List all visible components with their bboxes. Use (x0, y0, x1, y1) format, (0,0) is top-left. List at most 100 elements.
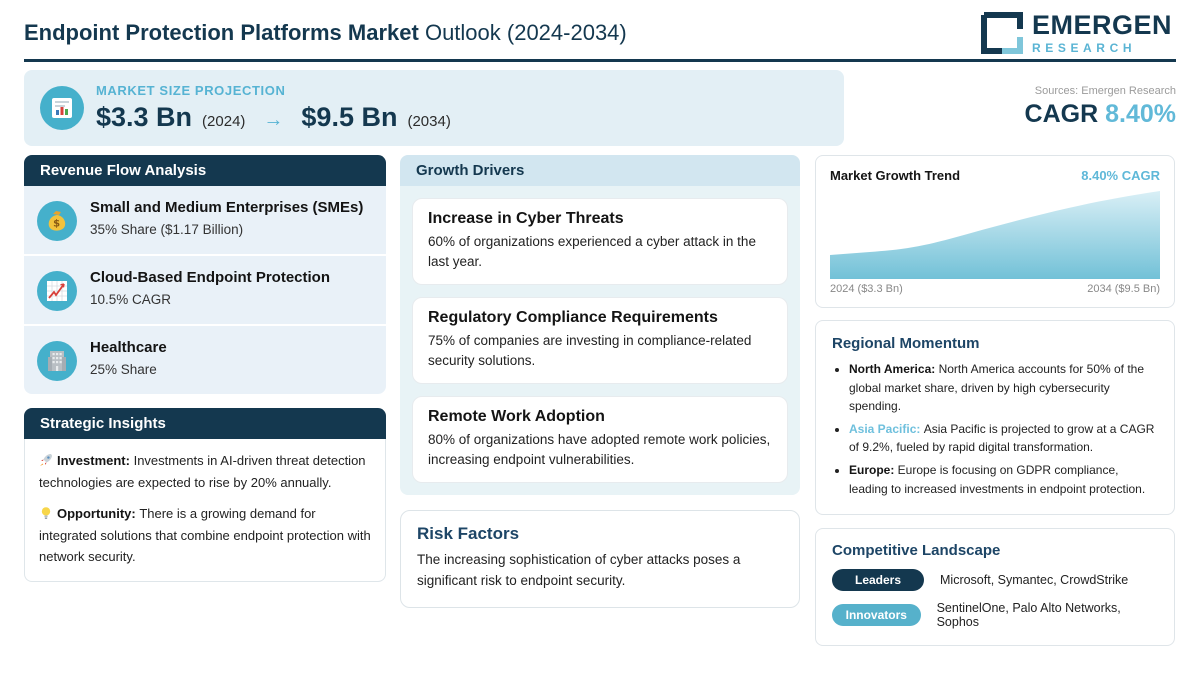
trend-header: Market Growth Trend 8.40% CAGR (830, 168, 1160, 183)
page-title-main: Endpoint Protection Platforms Market (24, 20, 419, 45)
banner-values: $3.3 Bn (2024) → $9.5 Bn (2034) (96, 102, 451, 133)
logo-line2: RESEARCH (1031, 41, 1137, 55)
regional-momentum-title: Regional Momentum (832, 335, 980, 352)
market-size-banner: MARKET SIZE PROJECTION $3.3 Bn (2024) → … (24, 70, 844, 146)
money-bag-glyph: $ (48, 211, 66, 231)
growth-card-remote-work: Remote Work Adoption 80% of organization… (412, 396, 788, 484)
strategic-insights-header: Strategic Insights (24, 408, 386, 439)
left-column: Revenue Flow Analysis $ Small and Medium… (24, 155, 386, 582)
line-chart-glyph (47, 281, 67, 301)
revenue-flow-panel: Revenue Flow Analysis $ Small and Medium… (24, 155, 386, 394)
growth-card-title: Regulatory Compliance Requirements (428, 309, 718, 327)
revenue-flow-header: Revenue Flow Analysis (24, 155, 386, 186)
growth-card-cyber-threats: Increase in Cyber Threats 60% of organiz… (412, 198, 788, 286)
insight-text: Investments in AI-driven threat detectio… (39, 453, 366, 491)
insight-label: Investment: (57, 453, 134, 468)
revenue-item-title: Cloud-Based Endpoint Protection (90, 269, 330, 286)
region-text: Europe is focusing on GDPR compliance, l… (849, 462, 1146, 496)
bar-chart-icon-glyph (52, 98, 72, 118)
bar-chart-icon (40, 86, 84, 130)
growth-card-title: Increase in Cyber Threats (428, 210, 624, 227)
insight-opportunity: Opportunity: There is a growing demand f… (39, 504, 371, 566)
market-growth-trend-card: Market Growth Trend 8.40% CAGR 2024 ($3.… (815, 155, 1175, 308)
revenue-item-sub: 35% Share ($1.17 Billion) (90, 221, 244, 237)
competitive-row-leaders: Leaders Microsoft, Symantec, CrowdStrike (832, 569, 1158, 592)
sources-note: Sources: Emergen Research (1034, 85, 1176, 97)
innovators-badge: Innovators (832, 604, 921, 627)
revenue-item-text: Small and Medium Enterprises (SMEs) 35% … (90, 199, 363, 237)
emergen-logo-icon (980, 12, 1023, 54)
revenue-item-title: Healthcare (90, 339, 167, 356)
trend-end-label: 2034 ($9.5 Bn) (1087, 283, 1160, 295)
insight-text: There is a growing demand for integrated… (39, 506, 371, 564)
market-size-2024: $3.3 Bn (96, 102, 193, 132)
competitive-landscape-title: Competitive Landscape (832, 542, 1001, 560)
middle-column: Growth Drivers Increase in Cyber Threats… (400, 155, 800, 608)
competitive-landscape-card: Competitive Landscape Leaders Microsoft,… (815, 528, 1175, 647)
banner-label: MARKET SIZE PROJECTION (96, 83, 286, 98)
header-right-block: Sources: Emergen Research CAGR 8.40% (1025, 85, 1176, 129)
right-column: Market Growth Trend 8.40% CAGR 2024 ($3.… (815, 155, 1175, 647)
regional-bullet-list: North America: North America accounts fo… (832, 360, 1158, 498)
regional-momentum-card: Regional Momentum North America: North A… (815, 320, 1175, 516)
insight-investment: Investment: Investments in AI-driven thr… (39, 451, 371, 493)
revenue-item-text: Healthcare 25% Share (90, 339, 167, 377)
risk-factors-title: Risk Factors (417, 524, 520, 544)
risk-factors-card: Risk Factors The increasing sophisticati… (400, 510, 800, 608)
cagr-value: 8.40% (1105, 100, 1176, 128)
risk-factors-text: The increasing sophistication of cyber a… (417, 552, 741, 588)
growth-drivers-body: Increase in Cyber Threats 60% of organiz… (400, 186, 800, 496)
growth-drivers-header: Growth Drivers (400, 155, 800, 186)
building-icon (37, 341, 77, 381)
market-size-2034: $9.5 Bn (301, 102, 398, 132)
revenue-item-text: Cloud-Based Endpoint Protection 10.5% CA… (90, 269, 330, 307)
region-label: Asia Pacific: (849, 421, 924, 436)
growth-card-text: 75% of companies are investing in compli… (428, 333, 752, 368)
leaders-companies: Microsoft, Symantec, CrowdStrike (940, 573, 1129, 588)
strategic-insights-body: Investment: Investments in AI-driven thr… (24, 439, 386, 582)
region-label: North America: (849, 362, 939, 376)
cagr-headline: CAGR 8.40% (1025, 100, 1176, 129)
leaders-badge: Leaders (832, 569, 924, 592)
rocket-icon (39, 453, 53, 473)
revenue-item-sub: 25% Share (90, 361, 157, 377)
regional-bullet-north-america: North America: North America accounts fo… (849, 360, 1158, 416)
competitive-row-innovators: Innovators SentinelOne, Palo Alto Networ… (832, 601, 1158, 629)
page-title: Endpoint Protection Platforms Market Out… (24, 20, 627, 46)
regional-bullet-asia-pacific: Asia Pacific: Asia Pacific is projected … (849, 420, 1158, 457)
regional-bullet-europe: Europe: Europe is focusing on GDPR compl… (849, 461, 1158, 498)
trend-cagr-badge: 8.40% CAGR (1081, 168, 1160, 183)
growth-card-text: 60% of organizations experienced a cyber… (428, 234, 756, 269)
arrow-icon: → (263, 109, 284, 131)
region-text: Asia Pacific is projected to grow at a C… (849, 421, 1155, 455)
building-glyph (48, 351, 66, 371)
page-title-sub: Outlook (2024-2034) (424, 20, 627, 45)
growth-card-compliance: Regulatory Compliance Requirements 75% o… (412, 297, 788, 385)
emergen-logo-text: EMERGEN RESEARCH (1031, 10, 1172, 55)
revenue-item-cloud: Cloud-Based Endpoint Protection 10.5% CA… (24, 256, 386, 326)
trend-start-label: 2024 ($3.3 Bn) (830, 283, 903, 295)
bulb-icon (39, 506, 53, 526)
revenue-flow-body: $ Small and Medium Enterprises (SMEs) 35… (24, 186, 386, 394)
money-bag-icon: $ (37, 201, 77, 241)
year-2024: (2024) (202, 113, 246, 130)
growth-card-title: Remote Work Adoption (428, 408, 605, 426)
emergen-logo: EMERGEN RESEARCH (980, 11, 1172, 55)
region-label: Europe: (849, 462, 898, 477)
logo-line1: EMERGEN (1031, 10, 1172, 40)
region-text: North America accounts for 50% of the gl… (849, 362, 1145, 414)
revenue-item-sub: 10.5% CAGR (90, 291, 172, 307)
svg-text:$: $ (53, 219, 60, 230)
line-chart-icon (37, 271, 77, 311)
trend-axis-labels: 2024 ($3.3 Bn) 2034 ($9.5 Bn) (830, 283, 1160, 295)
area-chart (830, 191, 1160, 279)
banner-body: MARKET SIZE PROJECTION $3.3 Bn (2024) → … (96, 83, 451, 133)
revenue-item-healthcare: Healthcare 25% Share (24, 326, 386, 394)
revenue-item-title: Small and Medium Enterprises (SMEs) (90, 199, 364, 216)
header-divider (24, 59, 1176, 62)
insight-label: Opportunity: (57, 506, 140, 522)
growth-drivers-panel: Growth Drivers Increase in Cyber Threats… (400, 155, 800, 496)
innovators-companies: SentinelOne, Palo Alto Networks, Sophos (936, 601, 1121, 630)
revenue-item-smes: $ Small and Medium Enterprises (SMEs) 35… (24, 186, 386, 256)
